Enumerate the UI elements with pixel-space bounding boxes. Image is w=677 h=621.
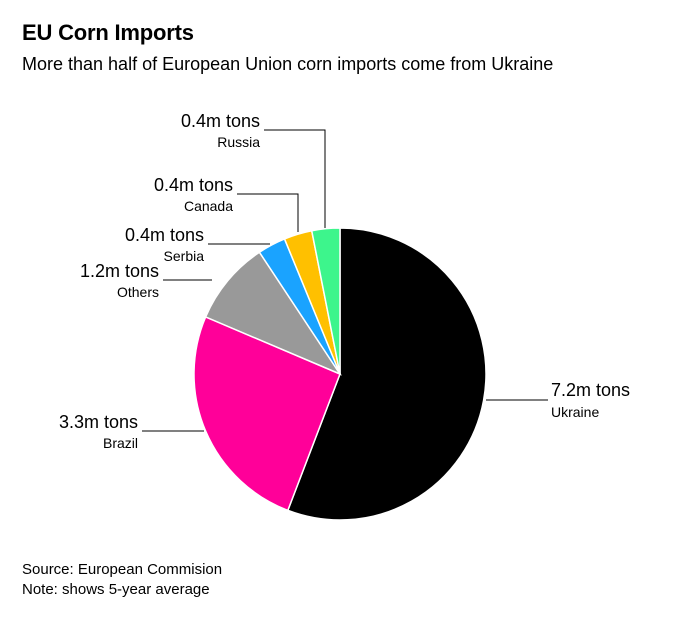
leader-line-russia [264, 129, 326, 228]
source-note: Source: European Commision [22, 561, 223, 578]
slice-brazil [193, 315, 341, 512]
category-label-serbia: Serbia [164, 248, 205, 264]
value-label-ukraine: 7.2m tons [551, 380, 630, 400]
chart-subtitle: More than half of European Union corn im… [22, 54, 554, 74]
value-label-brazil: 3.3m tons [59, 412, 138, 432]
chart-title: EU Corn Imports [22, 20, 194, 45]
category-label-russia: Russia [217, 134, 260, 150]
category-label-brazil: Brazil [103, 435, 138, 451]
category-label-canada: Canada [184, 198, 233, 214]
value-label-russia: 0.4m tons [181, 111, 260, 131]
leader-line-canada [237, 193, 299, 232]
category-label-others: Others [117, 284, 159, 300]
footnote: Note: shows 5-year average [22, 581, 210, 598]
slice-russia [310, 227, 341, 375]
value-label-serbia: 0.4m tons [125, 225, 204, 245]
slice-others [204, 251, 343, 376]
value-label-others: 1.2m tons [80, 261, 159, 281]
slice-ukraine [286, 227, 487, 521]
category-label-ukraine: Ukraine [551, 404, 599, 420]
value-label-canada: 0.4m tons [154, 175, 233, 195]
